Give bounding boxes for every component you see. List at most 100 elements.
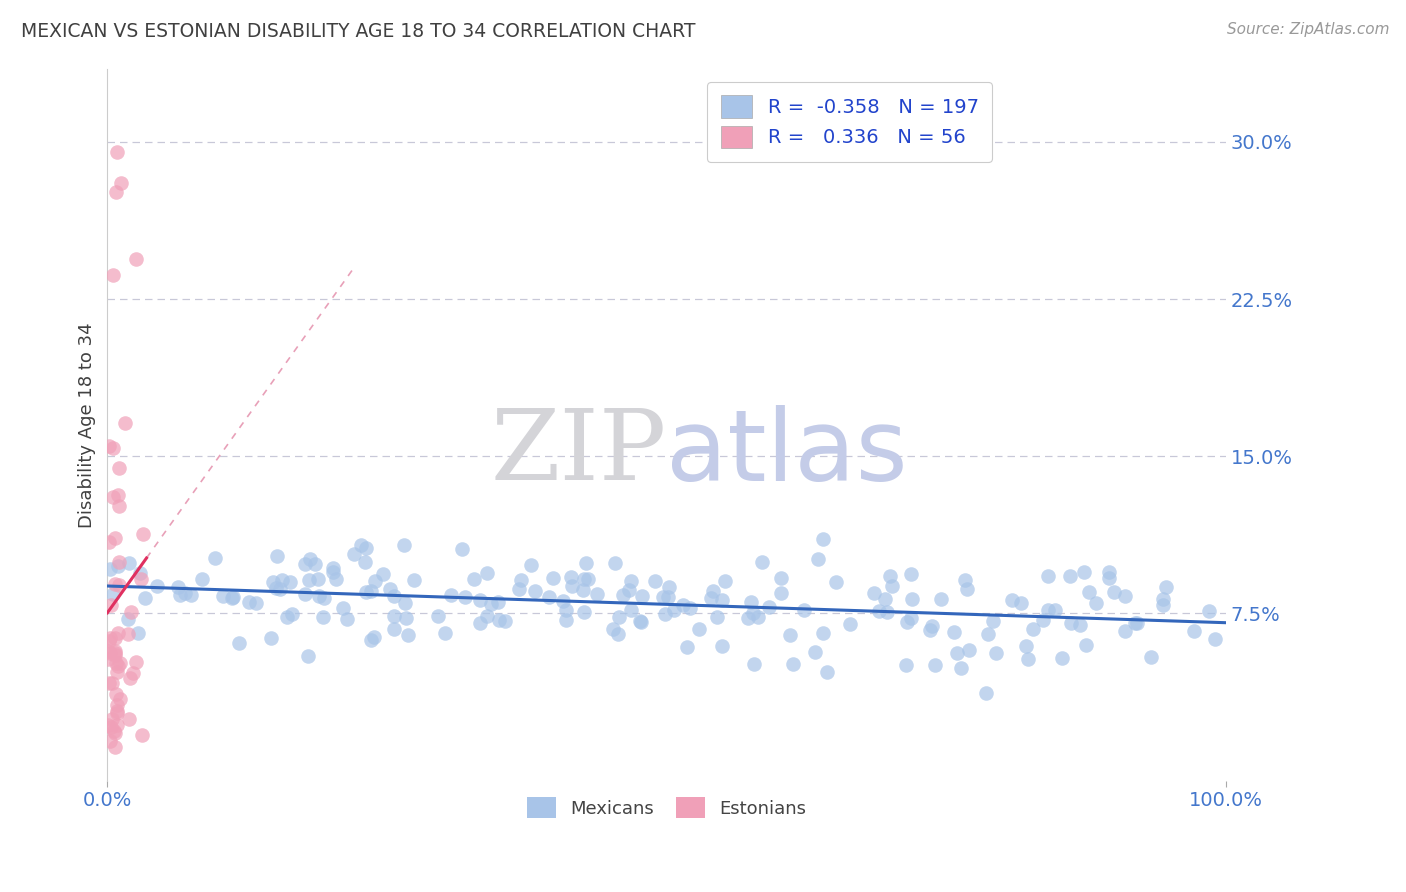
Point	[675, 640, 697, 654]
Point	[107, 558, 129, 573]
Text: MEXICAN VS ESTONIAN DISABILITY AGE 18 TO 34 CORRELATION CHART: MEXICAN VS ESTONIAN DISABILITY AGE 18 TO…	[21, 22, 696, 41]
Point	[146, 579, 169, 593]
Point	[350, 538, 373, 552]
Point	[1102, 585, 1125, 599]
Point	[804, 645, 827, 659]
Point	[1036, 569, 1059, 583]
Point	[270, 573, 292, 587]
Point	[1140, 649, 1163, 664]
Point	[876, 606, 898, 620]
Point	[779, 627, 801, 641]
Point	[737, 611, 759, 625]
Point	[180, 588, 202, 602]
Point	[294, 587, 316, 601]
Point	[298, 574, 321, 588]
Point	[688, 622, 710, 636]
Point	[371, 566, 394, 581]
Point	[98, 634, 121, 648]
Point	[120, 606, 142, 620]
Point	[924, 657, 946, 672]
Point	[378, 582, 401, 596]
Point	[838, 616, 860, 631]
Point	[105, 718, 128, 732]
Point	[384, 622, 406, 636]
Point	[769, 571, 792, 585]
Point	[118, 557, 141, 571]
Point	[863, 586, 886, 600]
Point	[1022, 622, 1045, 636]
Point	[107, 460, 129, 475]
Point	[537, 590, 560, 604]
Point	[364, 574, 387, 588]
Point	[475, 566, 498, 580]
Point	[1017, 652, 1039, 666]
Point	[977, 627, 1000, 641]
Point	[572, 605, 595, 619]
Point	[942, 624, 965, 639]
Point	[1182, 624, 1205, 638]
Point	[815, 665, 838, 679]
Point	[98, 631, 121, 645]
Text: atlas: atlas	[666, 405, 908, 502]
Point	[354, 541, 377, 556]
Point	[901, 592, 924, 607]
Point	[103, 490, 125, 504]
Point	[572, 572, 595, 586]
Point	[751, 556, 773, 570]
Point	[868, 604, 890, 618]
Point	[1098, 565, 1121, 579]
Point	[900, 611, 922, 625]
Point	[1069, 618, 1091, 632]
Point	[394, 596, 416, 610]
Point	[1074, 638, 1097, 652]
Point	[356, 584, 378, 599]
Point	[955, 573, 977, 587]
Point	[97, 652, 120, 666]
Point	[586, 586, 609, 600]
Point	[769, 586, 792, 600]
Point	[343, 547, 366, 561]
Point	[1015, 640, 1038, 654]
Point	[711, 639, 734, 653]
Point	[882, 579, 904, 593]
Point	[606, 627, 628, 641]
Point	[103, 723, 125, 738]
Point	[276, 610, 298, 624]
Point	[108, 499, 131, 513]
Point	[127, 626, 149, 640]
Y-axis label: Disability Age 18 to 34: Disability Age 18 to 34	[79, 322, 96, 527]
Point	[747, 610, 769, 624]
Point	[612, 588, 634, 602]
Point	[477, 608, 499, 623]
Point	[98, 734, 121, 748]
Point	[98, 675, 121, 690]
Point	[758, 599, 780, 614]
Point	[131, 728, 153, 742]
Point	[104, 739, 127, 754]
Point	[98, 646, 121, 660]
Point	[104, 646, 127, 660]
Point	[811, 626, 834, 640]
Point	[360, 633, 382, 648]
Point	[918, 623, 941, 637]
Point	[100, 599, 122, 613]
Point	[811, 533, 834, 547]
Point	[1204, 632, 1226, 647]
Point	[107, 578, 129, 592]
Point	[740, 595, 762, 609]
Point	[260, 631, 283, 645]
Point	[630, 615, 652, 630]
Point	[117, 712, 139, 726]
Legend: Mexicans, Estonians: Mexicans, Estonians	[520, 790, 813, 825]
Point	[1114, 589, 1136, 603]
Point	[105, 706, 128, 720]
Point	[1098, 571, 1121, 585]
Point	[322, 566, 344, 580]
Point	[120, 671, 142, 685]
Point	[238, 595, 260, 609]
Point	[101, 712, 124, 726]
Point	[104, 648, 127, 663]
Point	[110, 656, 132, 670]
Point	[100, 720, 122, 734]
Point	[332, 601, 354, 615]
